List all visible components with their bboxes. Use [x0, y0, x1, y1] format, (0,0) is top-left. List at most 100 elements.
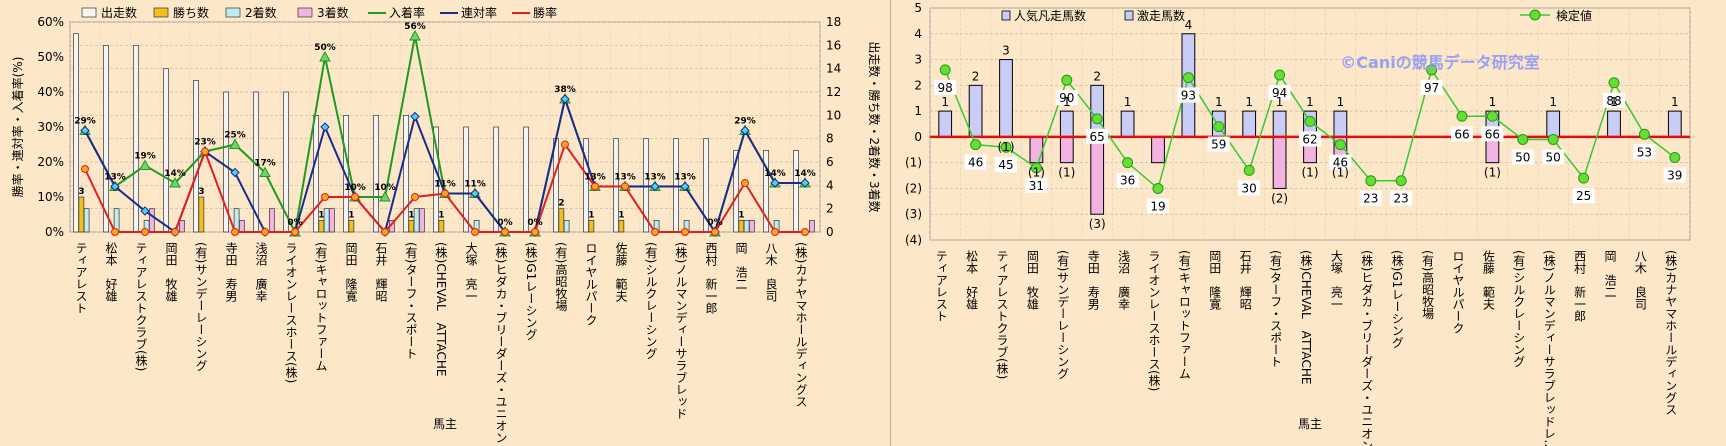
chart2-category-label: ライオンレースホース(株): [1147, 250, 1161, 391]
chart2-value-box: [1238, 180, 1261, 196]
bar-出走数: [163, 68, 169, 233]
chart2-legend-label: 人気凡走馬数: [1014, 8, 1086, 23]
chart1-right-tick: 2: [826, 202, 834, 216]
chart2-value-label: 98: [938, 81, 953, 95]
chart2-legend-marker: [1529, 9, 1541, 21]
chart1-legend-label: 勝ち数: [173, 5, 209, 20]
chart1-data-label: 56%: [404, 22, 426, 32]
chart2-watermark: ©Caniの競馬データ研究室: [1340, 53, 1539, 72]
bar-勝ち数: [198, 196, 205, 233]
marker-入着率: [169, 176, 181, 188]
chart2-category-label: (有)キャロットファーム: [1177, 250, 1191, 379]
chart2-value-label: 66: [1454, 127, 1469, 141]
chart1-legend-label: 入着率: [389, 5, 425, 20]
bar-出走数: [313, 114, 319, 233]
chart1-left-tick: 30%: [37, 120, 64, 134]
marker-連対率: [770, 178, 780, 188]
chart2-tick: 3: [914, 53, 922, 67]
bar-出走数: [193, 79, 199, 233]
chart2-xlabel: 馬主: [1298, 417, 1322, 431]
bar-3着数: [808, 219, 815, 233]
chart1-category-label: 佐藤 範夫: [614, 242, 628, 303]
bar-3着数: [748, 219, 755, 233]
marker-勝率: [381, 228, 389, 236]
chart2-neg-label: (2): [1271, 191, 1288, 205]
chart1-category-label: (株)CHEVAL ATTACHE: [434, 242, 448, 376]
bar-激走馬数: [1546, 110, 1561, 138]
chart1-data-label: 13%: [644, 173, 666, 183]
chart1-category-label: 西村 新一郎: [704, 242, 718, 314]
chart2-count-label: 2: [972, 69, 980, 83]
bar-激走馬数: [1120, 110, 1135, 138]
chart1-win-label: 3: [198, 187, 204, 197]
chart1-right-tick: 16: [826, 38, 841, 52]
bar-勝ち数: [78, 196, 85, 233]
chart2-value-box: [1359, 190, 1382, 206]
chart1-category-label: (株)カナヤマホールディングス: [794, 242, 808, 407]
chart2-value-label: 65: [1090, 130, 1105, 144]
bar-出走数: [223, 91, 229, 233]
chart2-value-box: [1147, 198, 1169, 214]
bar-出走数: [613, 138, 619, 233]
marker-検定値: [1304, 115, 1316, 127]
bar-3着数: [269, 208, 275, 233]
bar-2着数: [83, 208, 90, 233]
chart1-category-label: (株)ヒダカ・ブリーダーズ・ユニオン: [494, 242, 508, 443]
chart1-category-label: 松本 好雄: [104, 242, 118, 302]
chart1-right-tick: 0: [826, 225, 834, 239]
chart2-value-box: [1390, 190, 1413, 206]
marker-連対率: [650, 181, 660, 192]
chart1-data-label: 0%: [497, 218, 512, 228]
bar-人気凡走馬数: [1059, 136, 1074, 164]
chart2-category-label: 浅沼 廣幸: [1117, 250, 1131, 310]
chart1-category-label: 八木 良司: [764, 242, 778, 302]
chart2-value-box: [1268, 85, 1291, 101]
chart1-category-label: ロイヤルパーク: [584, 242, 598, 326]
chart2-value-label: 59: [1211, 138, 1226, 152]
marker-勝率: [411, 193, 419, 201]
chart2-neg-label: (1): [1484, 166, 1501, 180]
chart2-value-box: [1177, 87, 1200, 103]
marker-勝率: [441, 189, 449, 198]
bar-3着数: [149, 208, 155, 233]
marker-入着率: [259, 166, 271, 177]
chart2-value-label: 46: [968, 156, 983, 170]
bar-出走数: [583, 138, 589, 233]
bar-3着数: [179, 219, 185, 233]
chart1-category-label: ライオンレースホース(株): [284, 242, 298, 383]
chart2-value-label: 62: [1302, 132, 1317, 146]
bar-出走数: [403, 114, 409, 233]
marker-入着率: [139, 159, 151, 170]
chart1-category-label: ティアレスト: [74, 242, 88, 314]
bar-激走馬数: [1333, 110, 1348, 138]
chart2-count-label: 1: [1671, 95, 1679, 109]
chart1-ylabel-left: 勝率・連対率・入着率(%): [10, 57, 25, 198]
bar-出走数: [523, 126, 529, 233]
chart2-count-label: 1: [1306, 95, 1314, 109]
chart2-value-label: 23: [1363, 192, 1378, 206]
chart2-neg-label: (1): [1028, 166, 1045, 180]
chart2-category-label: 石井 輝昭: [1238, 250, 1252, 310]
chart1-category-label: 岡 浩二: [734, 242, 748, 290]
bar-勝ち数: [618, 219, 625, 233]
marker-検定値: [1578, 172, 1590, 184]
bar-出走数: [493, 126, 499, 233]
chart2-category-label: (有)シルクレーシング: [1512, 250, 1526, 367]
bar-激走馬数: [938, 110, 953, 138]
chart2-tick: 2: [914, 78, 922, 92]
chart1-legend-swatch: [81, 7, 97, 18]
chart1-category-label: 石井 輝昭: [374, 242, 388, 302]
chart1-data-label: 14%: [164, 169, 186, 179]
chart1-category-label: 岡田 隆寛: [344, 242, 358, 303]
marker-勝率: [681, 228, 689, 236]
marker-検定値: [939, 64, 951, 76]
chart2-tick: 5: [914, 1, 922, 15]
bar-激走馬数: [1242, 110, 1257, 138]
chart2-count-label: 3: [1002, 44, 1010, 58]
chart1-win-label: 1: [588, 210, 594, 220]
chart1-left-tick: 10%: [37, 190, 64, 204]
marker-入着率: [379, 190, 391, 202]
chart2-value-box: [964, 154, 987, 170]
marker-検定値: [1486, 110, 1498, 122]
marker-勝率: [111, 228, 119, 236]
